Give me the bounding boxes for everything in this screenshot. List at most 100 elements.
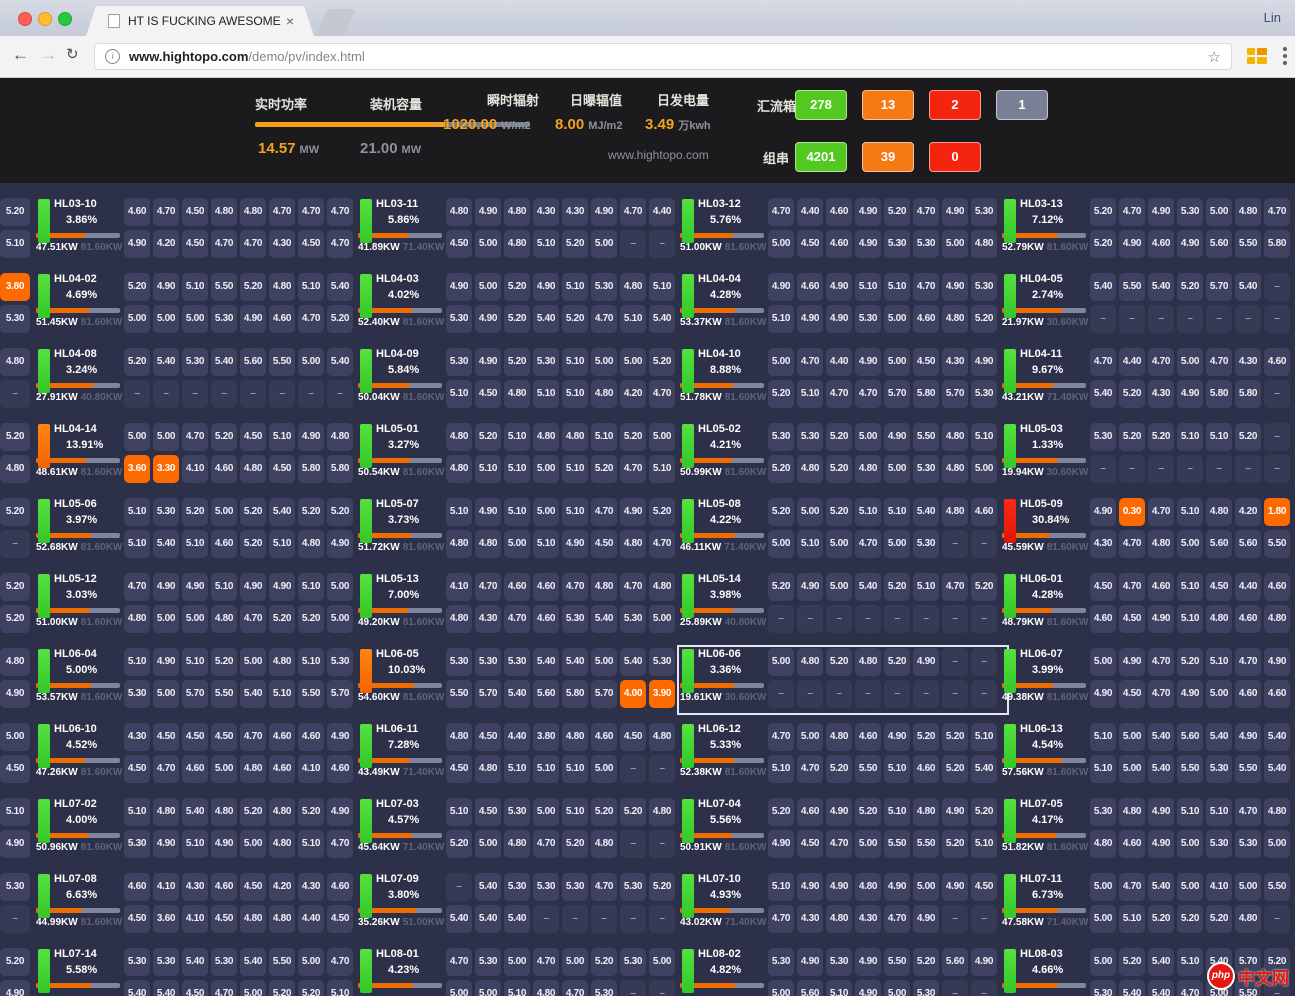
string-value-cell[interactable]: 4.60 xyxy=(269,723,295,751)
string-value-cell[interactable]: 5.10 xyxy=(124,798,150,826)
string-value-cell[interactable]: 5.20 xyxy=(913,723,939,751)
string-value-cell[interactable]: 4.70 xyxy=(620,198,646,226)
string-value-cell[interactable]: 3.30 xyxy=(153,455,179,483)
string-value-cell[interactable]: 5.00 xyxy=(768,530,794,558)
string-value-cell[interactable]: 5.20 xyxy=(504,305,530,333)
string-value-cell[interactable]: 4.80 xyxy=(240,905,266,933)
string-value-cell[interactable]: 4.90 xyxy=(327,723,353,751)
string-value-cell[interactable]: – xyxy=(649,230,675,258)
string-value-cell[interactable]: – xyxy=(942,905,968,933)
combiner-badge-normal[interactable]: 278 xyxy=(795,90,847,120)
string-value-cell[interactable]: 4.90 xyxy=(327,798,353,826)
string-value-cell[interactable]: 5.00 xyxy=(153,423,179,451)
combiner-card[interactable]: HL08-03 4.66% xyxy=(1002,948,1086,996)
string-value-cell[interactable]: 4.70 xyxy=(768,198,794,226)
string-value-cell[interactable]: 5.00 xyxy=(1090,648,1116,676)
combiner-card[interactable]: HL04-05 2.74% 21.97KW 30.60KW xyxy=(1002,273,1088,340)
string-value-cell[interactable]: 4.90 xyxy=(971,348,997,376)
string-value-cell[interactable]: 5.40 xyxy=(327,273,353,301)
string-value-cell[interactable]: 5.40 xyxy=(240,680,266,708)
string-value-cell[interactable]: 5.60 xyxy=(942,948,968,976)
string-value-cell[interactable]: 5.10 xyxy=(327,980,353,996)
string-value-cell[interactable]: 4.90 xyxy=(1148,798,1174,826)
string-value-cell[interactable]: 5.20 xyxy=(884,648,910,676)
string-value-cell[interactable]: 4.80 xyxy=(475,755,501,783)
string-value-cell[interactable]: 5.30 xyxy=(124,830,150,858)
string-value-cell[interactable]: 5.40 xyxy=(533,648,559,676)
string-value-cell[interactable]: 5.40 xyxy=(211,348,237,376)
string-value-cell[interactable]: 5.40 xyxy=(1090,380,1116,408)
string-value-cell[interactable]: 4.60 xyxy=(269,305,295,333)
string-value-cell[interactable]: 5.30 xyxy=(913,455,939,483)
string-value-cell[interactable]: 4.80 xyxy=(855,873,881,901)
string-value-cell[interactable]: 5.10 xyxy=(562,348,588,376)
combiner-unit-HL04-11[interactable]: HL04-11 9.67% 43.21KW 71.40KW 4.70 4.40 4.70 5.… xyxy=(1002,340,1295,415)
string-value-cell[interactable]: 4.50 xyxy=(446,230,472,258)
string-value-cell[interactable]: 4.60 xyxy=(797,273,823,301)
string-value-cell[interactable]: 5.30 xyxy=(0,305,30,333)
string-value-cell[interactable]: 5.10 xyxy=(971,423,997,451)
string-value-cell[interactable]: 5.20 xyxy=(298,498,324,526)
string-value-cell[interactable]: 4.20 xyxy=(620,380,646,408)
combiner-unit-HL05-08[interactable]: HL05-08 4.22% 46.11KW 71.40KW 5.20 5.00 5.20 5.… xyxy=(680,490,1002,565)
string-value-cell[interactable]: 5.50 xyxy=(884,830,910,858)
string-value-cell[interactable]: 4.70 xyxy=(1119,198,1145,226)
string-value-cell[interactable]: 5.10 xyxy=(533,230,559,258)
string-value-cell[interactable]: 5.40 xyxy=(591,605,617,633)
string-value-cell[interactable]: 5.20 xyxy=(591,455,617,483)
string-value-cell[interactable]: 5.30 xyxy=(504,798,530,826)
string-value-cell[interactable]: 5.00 xyxy=(649,423,675,451)
string-value-cell[interactable]: – xyxy=(620,980,646,996)
string-value-cell[interactable]: 5.00 xyxy=(533,498,559,526)
string-value-cell[interactable]: 4.70 xyxy=(1264,198,1290,226)
string-value-cell[interactable]: 5.30 xyxy=(1090,798,1116,826)
string-value-cell[interactable]: 3.90 xyxy=(649,680,675,708)
string-value-cell[interactable]: 4.80 xyxy=(971,230,997,258)
string-value-cell[interactable]: 4.60 xyxy=(269,755,295,783)
string-value-cell[interactable]: 5.50 xyxy=(1264,530,1290,558)
string-value-cell[interactable]: 4.50 xyxy=(1119,680,1145,708)
string-value-cell[interactable]: 5.20 xyxy=(240,530,266,558)
string-value-cell[interactable]: 5.00 xyxy=(591,348,617,376)
combiner-unit-HL05-01[interactable]: HL05-01 3.27% 50.54KW 81.60KW 4.80 5.20 5.10 4.… xyxy=(358,415,680,490)
string-value-cell[interactable]: 5.20 xyxy=(1148,423,1174,451)
combiner-unit-HL04-02[interactable]: HL04-02 4.69% 51.45KW 81.60KW 5.20 4.90 5.10 5.… xyxy=(36,265,358,340)
string-value-cell[interactable]: 5.30 xyxy=(826,948,852,976)
string-value-cell[interactable]: 5.00 xyxy=(211,755,237,783)
string-value-cell[interactable]: 4.70 xyxy=(211,230,237,258)
combiner-unit-HL03-12[interactable]: HL03-12 5.76% 51.00KW 81.60KW 4.70 4.40 4.60 4.… xyxy=(680,190,1002,265)
string-value-cell[interactable]: 4.20 xyxy=(1235,498,1261,526)
string-value-cell[interactable]: 4.80 xyxy=(327,423,353,451)
combiner-card[interactable]: HL06-05 10.03% 54.60KW 81.60KW xyxy=(358,648,444,715)
combiner-card[interactable]: HL04-09 5.84% 50.04KW 81.60KW xyxy=(358,348,444,415)
string-value-cell[interactable]: 4.70 xyxy=(504,605,530,633)
string-value-cell[interactable]: 5.00 xyxy=(1177,348,1203,376)
string-value-cell[interactable]: 5.00 xyxy=(475,273,501,301)
string-value-cell[interactable]: 5.20 xyxy=(768,798,794,826)
string-value-cell[interactable]: – xyxy=(1119,455,1145,483)
string-value-cell[interactable]: 5.10 xyxy=(855,498,881,526)
string-value-cell[interactable]: 4.90 xyxy=(797,948,823,976)
string-value-cell[interactable]: 4.80 xyxy=(913,798,939,826)
browser-tab[interactable]: HT IS FUCKING AWESOME × xyxy=(86,6,314,36)
string-value-cell[interactable]: 5.00 xyxy=(475,230,501,258)
string-value-cell[interactable]: 5.40 xyxy=(475,905,501,933)
combiner-unit-HL07-05[interactable]: HL07-05 4.17% 51.82KW 81.60KW 5.30 4.80 4.90 5.… xyxy=(1002,790,1295,865)
string-value-cell[interactable]: 5.10 xyxy=(124,530,150,558)
string-value-cell[interactable]: 4.60 xyxy=(124,873,150,901)
combiner-badge-offline[interactable]: 1 xyxy=(996,90,1048,120)
string-value-cell[interactable]: 5.00 xyxy=(913,873,939,901)
string-value-cell[interactable]: 5.10 xyxy=(768,755,794,783)
string-value-cell[interactable]: 5.10 xyxy=(1119,905,1145,933)
combiner-card[interactable]: HL08-01 4.23% xyxy=(358,948,442,996)
combiner-card[interactable]: HL07-10 4.93% 43.02KW 71.40KW xyxy=(680,873,766,940)
string-value-cell[interactable]: 4.90 xyxy=(533,273,559,301)
string-value-cell[interactable]: 5.10 xyxy=(649,273,675,301)
browser-menu-icon[interactable] xyxy=(1283,47,1287,68)
string-value-cell[interactable]: 4.80 xyxy=(269,648,295,676)
string-value-cell[interactable]: 5.10 xyxy=(562,455,588,483)
string-value-cell[interactable]: 3.80 xyxy=(533,723,559,751)
string-value-cell[interactable]: – xyxy=(0,905,30,933)
string-value-cell[interactable]: 5.10 xyxy=(124,498,150,526)
string-value-cell[interactable]: 4.90 xyxy=(855,230,881,258)
